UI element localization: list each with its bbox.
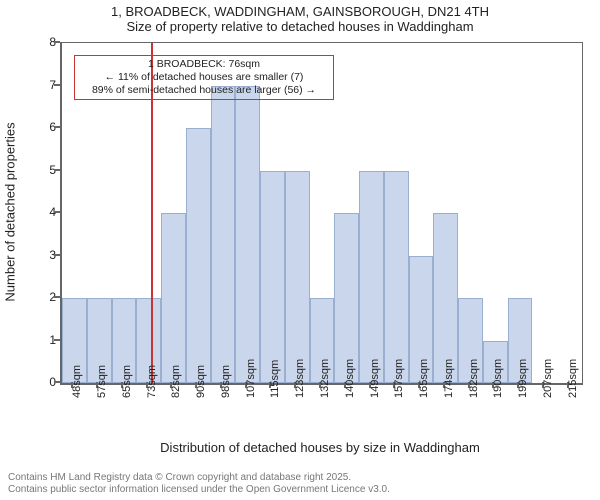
ytick-mark: [54, 126, 60, 128]
ytick-label: 3: [26, 248, 56, 262]
x-axis-label: Distribution of detached houses by size …: [60, 440, 580, 455]
ytick-mark: [54, 381, 60, 383]
ytick-mark: [54, 211, 60, 213]
histogram-bar: [433, 213, 458, 383]
ytick-mark: [54, 84, 60, 86]
ytick-label: 0: [26, 375, 56, 389]
ytick-label: 6: [26, 120, 56, 134]
annotation-line: 89% of semi-detached houses are larger (…: [79, 84, 329, 97]
annotation-box: 1 BROADBECK: 76sqm← 11% of detached hous…: [74, 55, 334, 100]
histogram-bar: [359, 171, 384, 384]
chart-title-line1: 1, BROADBECK, WADDINGHAM, GAINSBOROUGH, …: [0, 4, 600, 19]
ytick-label: 4: [26, 205, 56, 219]
ytick-mark: [54, 339, 60, 341]
ytick-label: 7: [26, 78, 56, 92]
annotation-line: ← 11% of detached houses are smaller (7): [79, 71, 329, 84]
annotation-line: 1 BROADBECK: 76sqm: [79, 58, 329, 71]
footer-line2: Contains public sector information licen…: [8, 484, 390, 497]
footer-line1: Contains HM Land Registry data © Crown c…: [8, 472, 351, 485]
ytick-label: 5: [26, 163, 56, 177]
ytick-mark: [54, 41, 60, 43]
plot-area: 1 BROADBECK: 76sqm← 11% of detached hous…: [60, 42, 583, 385]
histogram-bar: [211, 86, 236, 384]
ytick-label: 8: [26, 35, 56, 49]
histogram-bar: [235, 86, 260, 384]
ytick-label: 1: [26, 333, 56, 347]
chart-title-line2: Size of property relative to detached ho…: [0, 19, 600, 34]
ytick-mark: [54, 254, 60, 256]
ytick-label: 2: [26, 290, 56, 304]
chart-container: 1, BROADBECK, WADDINGHAM, GAINSBOROUGH, …: [0, 0, 600, 500]
histogram-bar: [186, 128, 211, 383]
histogram-bar: [260, 171, 285, 384]
y-axis-label: Number of detached properties: [3, 122, 18, 301]
ytick-mark: [54, 296, 60, 298]
histogram-bar: [161, 213, 186, 383]
histogram-bar: [384, 171, 409, 384]
histogram-bar: [334, 213, 359, 383]
ytick-mark: [54, 169, 60, 171]
histogram-bar: [285, 171, 310, 384]
